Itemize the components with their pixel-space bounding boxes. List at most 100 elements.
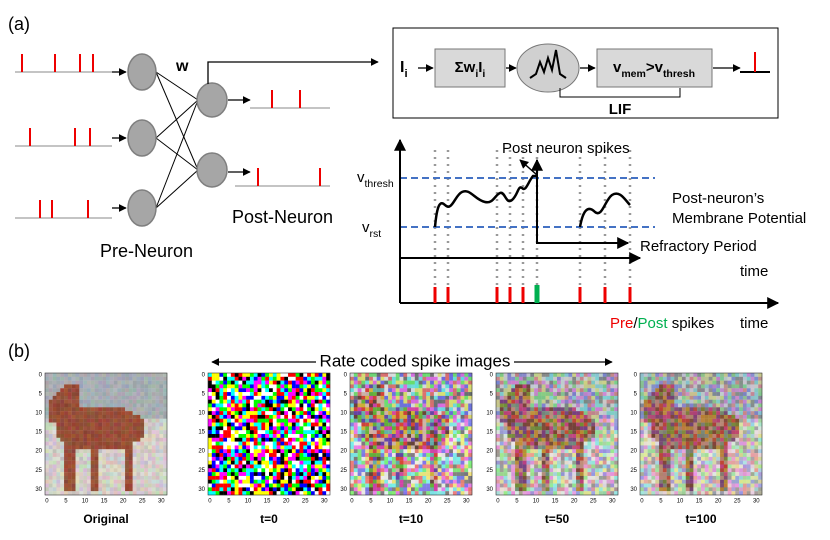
pixel (579, 491, 584, 496)
pixel (441, 395, 446, 400)
pixel (208, 388, 212, 393)
pixel (391, 475, 396, 480)
pixel (511, 483, 516, 488)
pixel (79, 376, 84, 381)
pixel (211, 456, 216, 461)
pixel (238, 426, 243, 431)
pixel (560, 384, 565, 389)
pixel (564, 373, 569, 377)
pixel (208, 407, 212, 412)
pixel (456, 449, 461, 454)
pixel (376, 373, 381, 377)
pixel (67, 472, 72, 477)
pixel (445, 395, 450, 400)
pixel (136, 460, 141, 465)
pixel (318, 426, 323, 431)
pixel (299, 418, 304, 423)
pixel (303, 464, 308, 469)
pixel (602, 411, 607, 416)
pixel (515, 392, 520, 397)
pixel (56, 456, 61, 461)
pixel (437, 388, 442, 393)
pixel (414, 456, 419, 461)
pixel (159, 441, 164, 446)
pixel (460, 407, 465, 412)
pixel (303, 472, 308, 477)
pixel (460, 472, 465, 477)
pixel (708, 434, 713, 438)
pixel (280, 399, 285, 404)
pixel (758, 395, 763, 400)
pixel (106, 426, 110, 431)
pixel (553, 449, 558, 454)
pixel (720, 380, 725, 385)
pixel (219, 464, 224, 469)
pixel (136, 384, 141, 389)
pixel (422, 483, 427, 488)
pixel (388, 449, 393, 454)
pixel (75, 468, 80, 473)
pixel (60, 376, 65, 381)
pixel (48, 491, 53, 496)
pixel (464, 483, 469, 488)
pixel (376, 464, 381, 469)
pixel (269, 418, 273, 423)
pixel (418, 388, 423, 393)
pixel (437, 384, 442, 389)
pixel (215, 468, 220, 473)
pixel (689, 376, 694, 381)
pixel (693, 388, 698, 393)
pixel (445, 437, 450, 442)
pixel (437, 380, 442, 385)
pixel (530, 407, 535, 412)
pixel (503, 445, 508, 450)
pixel (45, 487, 49, 492)
pixel (159, 380, 164, 385)
pixel (693, 426, 698, 431)
pixel (121, 434, 126, 438)
pixel (499, 479, 504, 484)
pixel (549, 392, 554, 397)
pixel (659, 434, 664, 438)
pixel (560, 483, 565, 488)
pixel (295, 384, 300, 389)
pixel (560, 437, 565, 442)
pixel (79, 491, 84, 496)
pixel (720, 414, 725, 419)
pixel (499, 418, 504, 423)
pixel (610, 376, 615, 381)
pixel (350, 441, 354, 446)
pixel (602, 373, 607, 377)
pixel (249, 392, 254, 397)
pixel (253, 430, 258, 435)
pixel (102, 388, 107, 393)
pixel (318, 434, 323, 438)
pixel (257, 491, 262, 496)
pixel (445, 468, 450, 473)
pixel (614, 414, 619, 419)
pixel (159, 422, 164, 427)
pixel (261, 468, 266, 473)
x-tick-label: 15 (101, 499, 108, 505)
pixel (238, 411, 243, 416)
pixel (526, 475, 531, 480)
pixel (576, 449, 581, 454)
pixel (261, 411, 266, 416)
pixel (452, 373, 457, 377)
pixel (678, 460, 683, 465)
pixel (598, 437, 603, 442)
pixel (610, 373, 615, 377)
pixel (48, 426, 53, 431)
pixel (94, 460, 99, 465)
image-caption: Original (83, 512, 128, 526)
pixel (318, 441, 323, 446)
pixel (598, 441, 603, 446)
pixel (326, 479, 331, 484)
pixel (557, 426, 561, 431)
pixel (230, 422, 235, 427)
pixel (361, 456, 366, 461)
pixel (117, 491, 122, 496)
pixel (238, 373, 243, 377)
pixel (449, 479, 454, 484)
pixel (689, 418, 694, 423)
